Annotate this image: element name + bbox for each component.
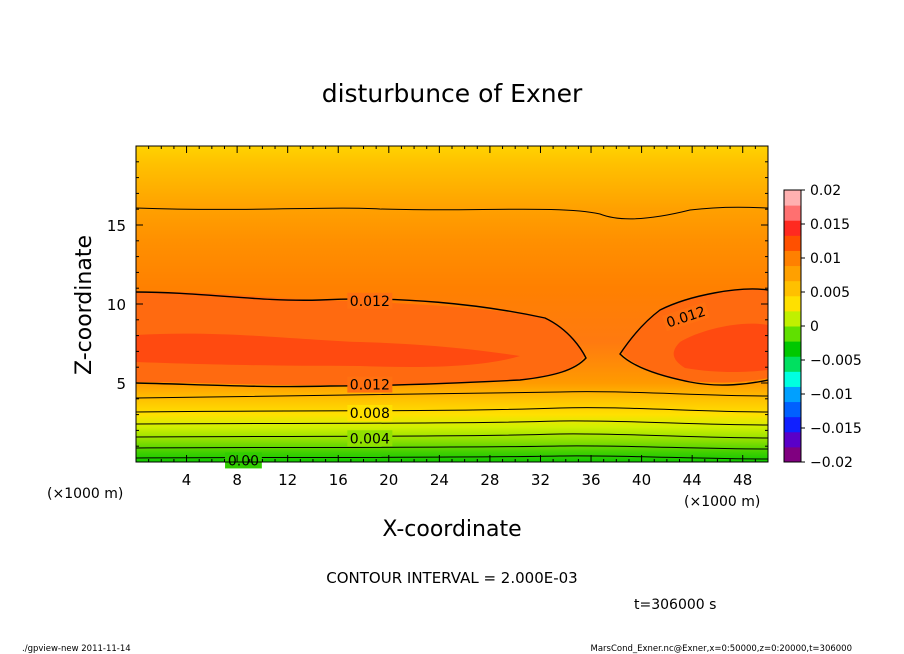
contour-label: 0.012 <box>350 294 390 310</box>
colorbar-swatch <box>784 401 801 418</box>
time-label: t=306000 s <box>634 597 716 613</box>
colorbar-swatch <box>784 371 801 387</box>
x-tick-label: 44 <box>683 471 702 489</box>
colorbar-tick-label: −0.01 <box>810 387 853 403</box>
colorbar-labels: 0.02 0.015 0.01 0.005 0 −0.005 −0.01 −0.015 −0.0… <box>801 183 862 471</box>
contour-label-bg <box>347 430 393 447</box>
y-tick-label: 10 <box>107 296 126 314</box>
contour-label-bg <box>225 452 262 469</box>
colorbar-swatch <box>784 265 801 282</box>
core-region <box>136 333 520 367</box>
colorbar-swatch <box>784 250 801 267</box>
y-tick-label: 5 <box>116 375 126 393</box>
contour-label: 0.008 <box>350 406 390 422</box>
contour-line-3 <box>136 445 768 450</box>
contour-label: 0.004 <box>350 431 390 447</box>
x-tick-label: 12 <box>278 471 297 489</box>
contour-line-0.004 <box>136 433 768 439</box>
footer-right: MarsCond_Exner.nc@Exner,x=0:50000,z=0:20… <box>590 644 852 654</box>
contour-line-0.008 <box>136 407 768 413</box>
x-tick-label: 48 <box>733 471 752 489</box>
colorbar-tick-label: 0.005 <box>810 285 850 301</box>
contour-line-0.00 <box>136 455 768 460</box>
colorbar-swatch <box>784 326 801 342</box>
colorbar-tick-label: 0 <box>810 319 819 335</box>
colorbar-tick-label: −0.02 <box>810 455 853 471</box>
x-tick-label: 20 <box>379 471 398 489</box>
chart-title: disturbunce of Exner <box>322 79 583 108</box>
contour-line-2 <box>136 420 768 426</box>
colorbar-swatch <box>784 416 801 433</box>
contour-interval: CONTOUR INTERVAL = 2.000E-03 <box>326 569 577 587</box>
colorbar <box>784 190 801 463</box>
colorbar-swatch <box>784 341 801 357</box>
contour-line-0.012-right <box>619 288 768 386</box>
contour-label-bg <box>347 292 393 309</box>
y-axis: 5 10 15 <box>107 161 768 447</box>
colorbar-tick-label: 0.01 <box>810 251 841 267</box>
colorbar-tick-label: 0.02 <box>810 183 841 199</box>
x-tick-label: 24 <box>430 471 449 489</box>
colorbar-swatch <box>784 235 801 251</box>
contour-label-bg <box>347 405 393 422</box>
footer-left: ./gpview-new 2011-11-14 <box>22 644 131 654</box>
x-unit-left: (×1000 m) <box>47 486 123 502</box>
x-unit-right: (×1000 m) <box>684 494 760 510</box>
colorbar-swatch <box>784 386 801 403</box>
x-axis: 4 8 12 16 20 24 28 32 36 40 44 48 <box>148 146 756 489</box>
contour-line-1 <box>136 391 768 399</box>
colorbar-tick-label: −0.005 <box>810 353 862 369</box>
x-tick-label: 4 <box>182 471 192 489</box>
contour-label-bg <box>347 376 393 393</box>
contour-line-0.012-upper <box>136 291 587 388</box>
x-tick-label: 28 <box>480 471 499 489</box>
contour-line-upper <box>136 206 768 220</box>
x-tick-label: 8 <box>232 471 242 489</box>
core-region-right <box>673 323 768 372</box>
x-axis-label: X-coordinate <box>382 517 521 542</box>
x-tick-label: 36 <box>581 471 600 489</box>
colorbar-swatch <box>784 190 801 206</box>
colorbar-swatch <box>784 205 801 221</box>
colorbar-swatch <box>784 431 801 448</box>
colorbar-tick-label: 0.015 <box>810 217 850 233</box>
colorbar-swatch <box>784 220 801 236</box>
contour-label: 0.012 <box>350 378 390 394</box>
colorbar-swatch <box>784 446 801 463</box>
y-tick-label: 15 <box>107 217 126 235</box>
plot-area <box>136 146 768 462</box>
y-axis-label: Z-coordinate <box>72 235 97 375</box>
colorbar-swatch <box>784 356 801 372</box>
x-tick-label: 16 <box>329 471 348 489</box>
contour-label-bg <box>661 302 710 332</box>
colorbar-swatch <box>784 295 801 312</box>
x-tick-label: 40 <box>632 471 651 489</box>
contour-label: 0.00 <box>228 453 259 469</box>
colorbar-swatch <box>784 280 801 297</box>
x-tick-label: 32 <box>531 471 550 489</box>
colorbar-swatch <box>784 310 801 327</box>
colorbar-tick-label: −0.015 <box>810 421 862 437</box>
